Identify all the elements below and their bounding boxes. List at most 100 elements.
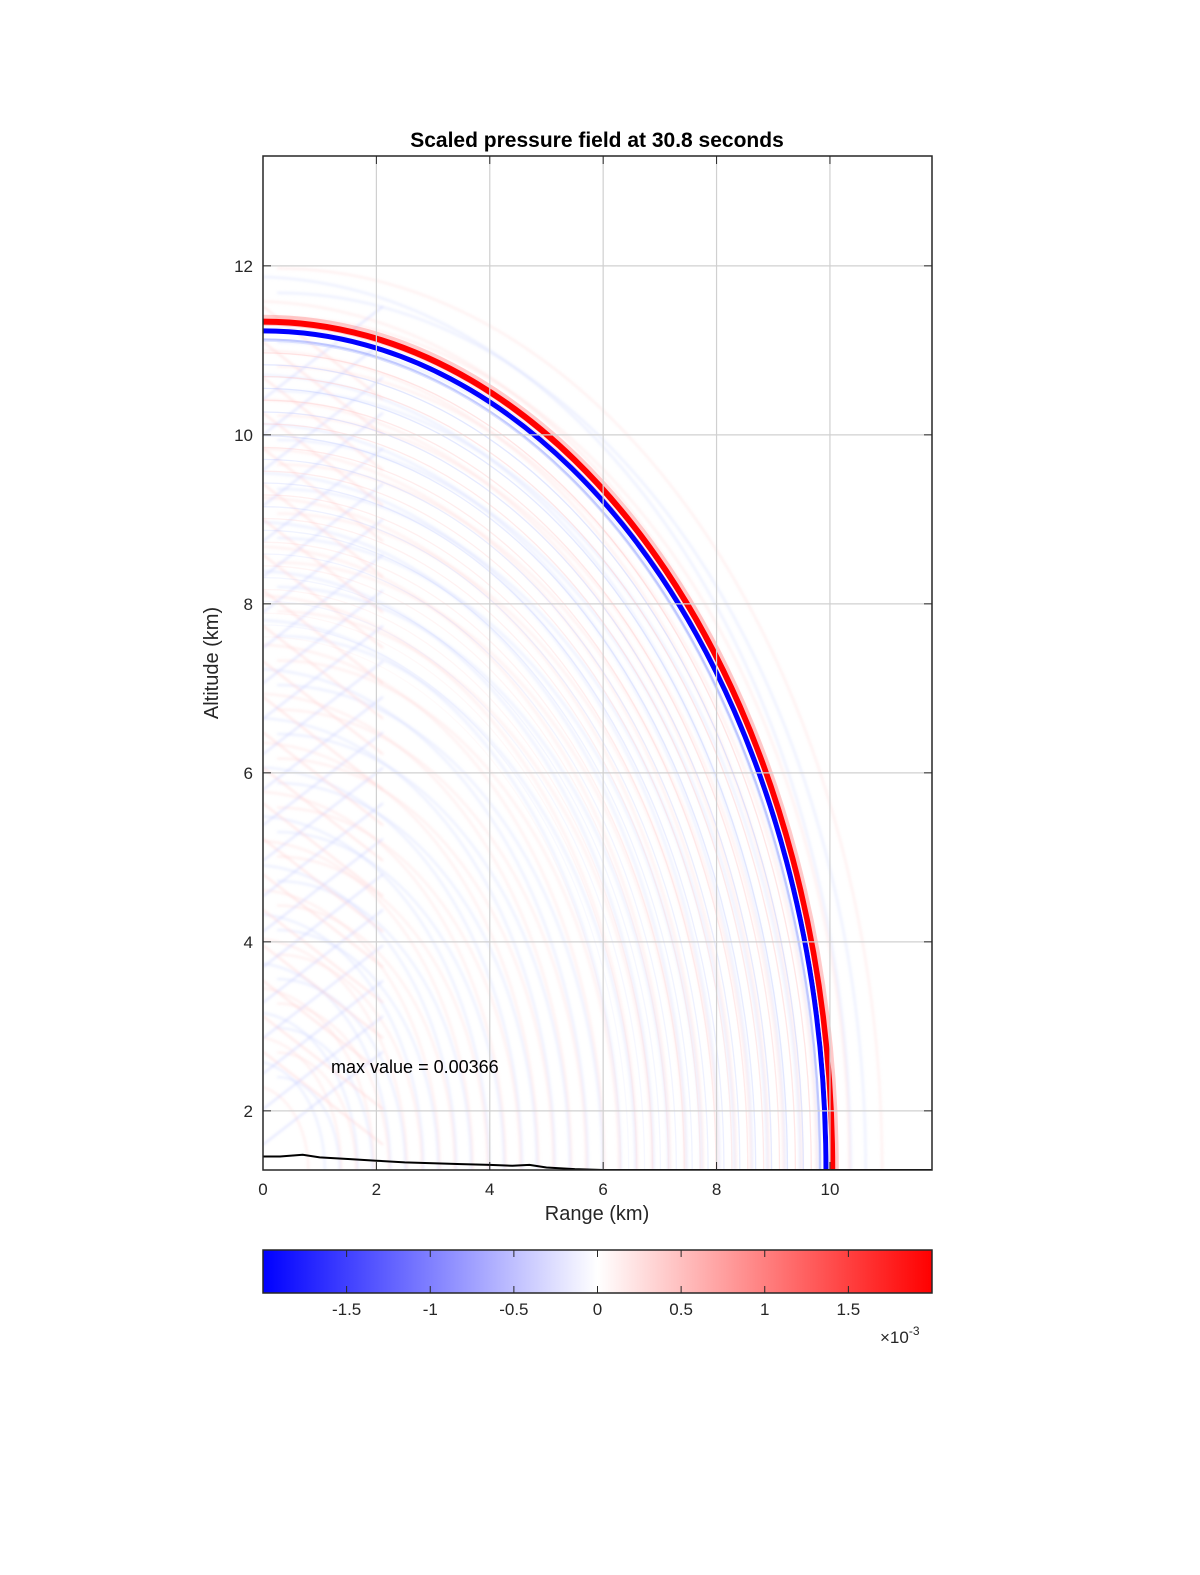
- interference-ring: [277, 659, 621, 1170]
- trailing-ring: [263, 352, 812, 1170]
- cross-hatch: [263, 944, 384, 1039]
- cross-hatch: [263, 837, 384, 933]
- interference-ring: [277, 904, 456, 1170]
- trailing-ring: [263, 423, 765, 1170]
- x-tick-label: 4: [485, 1180, 494, 1199]
- wavefront-negative: [263, 328, 829, 1170]
- interference-ring: [277, 732, 571, 1170]
- colorbar-multiplier-base: ×10: [880, 1328, 909, 1347]
- cross-hatch: [263, 766, 384, 862]
- interference-ring: [263, 570, 655, 1170]
- interference-ring: [263, 888, 441, 1170]
- interference-ring: [277, 757, 555, 1170]
- trailing-ring: [263, 340, 820, 1170]
- colorbar-tick-label: -1: [423, 1300, 438, 1319]
- interference-ring: [263, 839, 474, 1170]
- y-tick-label: 8: [244, 595, 253, 614]
- colorbar-multiplier-exponent: -3: [909, 1324, 920, 1338]
- cross-hatch: [263, 518, 384, 614]
- x-tick-label: 6: [598, 1180, 607, 1199]
- interference-ring: [277, 781, 538, 1170]
- interference-ring: [263, 496, 705, 1170]
- interference-ring: [263, 962, 392, 1170]
- interference-ring: [277, 316, 851, 1170]
- interference-ring: [277, 928, 440, 1170]
- max-value-annotation: max value = 0.00366: [331, 1057, 499, 1077]
- interference-ring: [277, 879, 473, 1170]
- cross-hatch: [263, 341, 384, 436]
- interference-ring: [263, 790, 507, 1170]
- wavefront-tail: [263, 338, 822, 1170]
- interference-ring: [277, 1075, 341, 1170]
- grid-lines: [263, 156, 932, 1170]
- cross-hatch: [263, 802, 384, 898]
- colorbar-tick-label: -0.5: [499, 1300, 528, 1319]
- trailing-ring: [263, 612, 638, 1170]
- trailing-ring: [263, 517, 701, 1170]
- interference-ring: [263, 398, 770, 1170]
- cross-hatch: [263, 660, 384, 756]
- wavefront: [263, 314, 839, 1170]
- trailing-ring: [263, 588, 654, 1170]
- cross-hatch: [263, 554, 384, 649]
- colorbar-tick-label: -1.5: [332, 1300, 361, 1319]
- interference-ring: [263, 447, 737, 1170]
- interference-ring: [277, 683, 604, 1170]
- x-tick-label: 8: [712, 1180, 721, 1199]
- trailing-ring: [263, 364, 804, 1170]
- interference-ring: [277, 365, 818, 1170]
- trailing-ring: [263, 411, 773, 1170]
- trailing-ring: [263, 494, 717, 1170]
- interference-ring: [263, 472, 721, 1170]
- interference-ring: [277, 1051, 358, 1170]
- trailing-ring: [263, 482, 725, 1170]
- trailing-ring: [263, 529, 693, 1170]
- cross-hatch: [263, 873, 384, 968]
- interference-ring: [277, 389, 802, 1170]
- interference-pattern: [263, 267, 884, 1170]
- colorbar-tick-label: 0.5: [669, 1300, 693, 1319]
- interference-ring: [263, 373, 787, 1170]
- interference-ring: [277, 438, 769, 1170]
- cross-hatch: [263, 447, 384, 543]
- interference-ring: [263, 766, 524, 1170]
- interference-ring: [263, 1061, 326, 1170]
- cross-hatch: [263, 1050, 384, 1146]
- cross-hatch: [263, 625, 384, 720]
- interference-ring: [263, 864, 458, 1170]
- interference-ring: [277, 291, 867, 1170]
- trailing-ring: [263, 624, 630, 1170]
- interference-ring: [277, 267, 884, 1170]
- x-tick-label: 2: [372, 1180, 381, 1199]
- colorbar-tick-label: 1.5: [837, 1300, 861, 1319]
- cross-hatch: [263, 376, 384, 472]
- interference-ring: [277, 512, 719, 1170]
- trailing-ring: [263, 506, 709, 1170]
- trailing-ring: [263, 435, 757, 1170]
- interference-ring: [277, 561, 686, 1170]
- chart-title: Scaled pressure field at 30.8 seconds: [410, 129, 784, 152]
- colorbar-ticks: -1.5 -1 -0.5 0 0.5 1 1.5: [332, 1250, 860, 1319]
- cross-hatch: [263, 483, 384, 578]
- terrain-profile: [263, 1153, 932, 1170]
- trailing-ring: [263, 600, 646, 1170]
- cross-hatch: [263, 589, 384, 685]
- trailing-ring: [263, 565, 670, 1170]
- plot-frame: [262, 155, 933, 1171]
- terrain-line: [263, 1153, 932, 1170]
- interference-ring: [277, 463, 752, 1170]
- x-tick-label: 0: [258, 1180, 267, 1199]
- interference-ring: [263, 619, 622, 1170]
- trailing-ring: [263, 470, 733, 1170]
- interference-ring: [277, 610, 654, 1170]
- y-tick-label: 2: [244, 1102, 253, 1121]
- x-tick-label: 10: [820, 1180, 839, 1199]
- interference-ring: [277, 830, 506, 1170]
- cross-hatch: [263, 731, 384, 827]
- colorbar-tick-label: 1: [760, 1300, 769, 1319]
- wavefront-positive: [263, 318, 836, 1170]
- interference-ring: [277, 953, 423, 1170]
- trailing-ring: [263, 577, 662, 1170]
- wavefront-seam: [263, 325, 830, 1170]
